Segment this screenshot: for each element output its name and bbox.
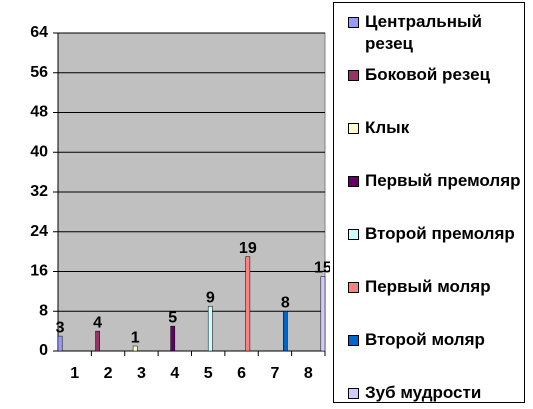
legend-entry: Второй премоляр	[348, 223, 523, 245]
y-tick-label: 40	[30, 143, 48, 160]
bar	[132, 345, 138, 352]
data-label: 4	[93, 314, 102, 331]
bar	[320, 276, 326, 352]
legend-entry: Клык	[348, 117, 523, 139]
x-tick-label: 4	[170, 365, 179, 382]
legend-swatch	[348, 388, 359, 399]
legend-entry: Боковой резец	[348, 64, 523, 86]
x-tick-label: 7	[270, 365, 279, 382]
x-tick-label: 1	[70, 365, 79, 382]
legend-swatch	[348, 176, 359, 187]
data-label: 5	[168, 309, 177, 326]
legend-entry: Второй моляр	[348, 329, 523, 351]
bar	[283, 311, 288, 352]
legend-label: Боковой резец	[365, 65, 491, 84]
data-label: 15	[314, 260, 330, 277]
data-label: 1	[131, 329, 140, 346]
legend: Центральный резец Боковой резец Клык Первый…	[333, 2, 525, 403]
bar	[170, 325, 176, 352]
y-tick-label: 0	[39, 342, 48, 359]
legend-label: Второй премоляр	[365, 224, 515, 243]
bar	[95, 330, 100, 352]
legend-label: Первый моляр	[365, 277, 491, 296]
y-tick-label: 32	[30, 183, 48, 200]
legend-entry: Центральный резец	[348, 11, 523, 55]
legend-swatch	[348, 282, 359, 293]
x-tick-label: 8	[304, 365, 313, 382]
legend-label: Зуб мудрости	[365, 383, 482, 402]
data-label: 8	[281, 294, 290, 311]
y-tick-label: 48	[30, 104, 48, 121]
legend-entry: Первый моляр	[348, 276, 523, 298]
legend-label: Второй моляр	[365, 330, 485, 349]
legend-label: Центральный резец	[365, 12, 482, 53]
y-tick-label: 16	[30, 263, 48, 280]
bar	[207, 306, 213, 352]
x-tick-label: 5	[204, 365, 213, 382]
legend-swatch	[348, 70, 359, 81]
y-tick-label: 64	[30, 24, 48, 41]
x-tick-label: 2	[104, 365, 113, 382]
legend-entry: Первый премоляр	[348, 170, 523, 192]
y-tick-label: 24	[30, 223, 48, 240]
legend-swatch	[348, 17, 359, 28]
y-tick-label: 56	[30, 64, 48, 81]
bar	[245, 256, 251, 352]
legend-swatch	[348, 123, 359, 134]
data-label: 19	[239, 240, 257, 257]
data-label: 9	[206, 290, 215, 307]
legend-swatch	[348, 335, 359, 346]
legend-entry: Зуб мудрости	[348, 382, 523, 404]
y-tick-label: 8	[39, 302, 48, 319]
bar	[57, 335, 63, 352]
data-label: 3	[56, 319, 65, 336]
legend-label: Первый премоляр	[365, 171, 521, 190]
legend-swatch	[348, 229, 359, 240]
x-tick-label: 6	[237, 365, 246, 382]
x-tick-label: 3	[137, 365, 146, 382]
legend-label: Клык	[365, 118, 410, 137]
